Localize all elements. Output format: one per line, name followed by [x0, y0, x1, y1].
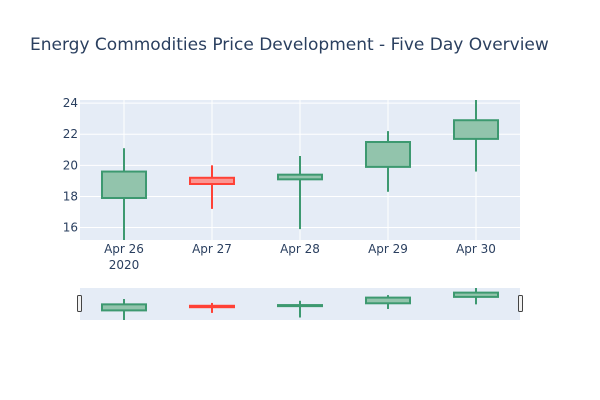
x-tick-label: Apr 27: [192, 242, 232, 256]
y-tick-label: 16: [63, 221, 78, 235]
candle-apr-28: [277, 156, 323, 230]
candle-body: [189, 176, 235, 185]
slider-candle-body: [365, 296, 411, 305]
candle-body: [101, 170, 147, 200]
slider-candle-body: [453, 291, 499, 298]
slider-candle-body: [189, 304, 235, 309]
chart-title: Energy Commodities Price Development - F…: [30, 35, 549, 55]
x-tick-label: Apr 26: [104, 242, 144, 256]
x-axis-year-label: 2020: [109, 258, 140, 272]
range-slider-left-handle[interactable]: [77, 295, 82, 312]
x-axis-ticks: Apr 26 Apr 27 Apr 28 Apr 29 Apr 30: [104, 242, 496, 256]
y-tick-label: 20: [63, 158, 78, 172]
candle-apr-29: [365, 131, 411, 192]
slider-candle-body: [277, 304, 323, 308]
y-axis-ticks: 16 18 20 22 24: [63, 96, 78, 234]
candles: [101, 100, 499, 240]
candle-apr-27: [189, 165, 235, 209]
candle-apr-26: [101, 148, 147, 240]
y-tick-label: 24: [63, 96, 78, 110]
y-tick-label: 18: [63, 189, 78, 203]
candle-body: [365, 141, 411, 168]
y-tick-label: 22: [63, 127, 78, 141]
candle-body: [453, 119, 499, 140]
x-tick-label: Apr 28: [280, 242, 320, 256]
candle-apr-30: [453, 100, 499, 172]
x-tick-label: Apr 30: [456, 242, 496, 256]
slider-candle-body: [101, 303, 147, 312]
range-slider-right-handle[interactable]: [518, 295, 523, 312]
candle-body: [277, 173, 323, 181]
x-tick-label: Apr 29: [368, 242, 408, 256]
range-slider-candles: [101, 288, 499, 320]
